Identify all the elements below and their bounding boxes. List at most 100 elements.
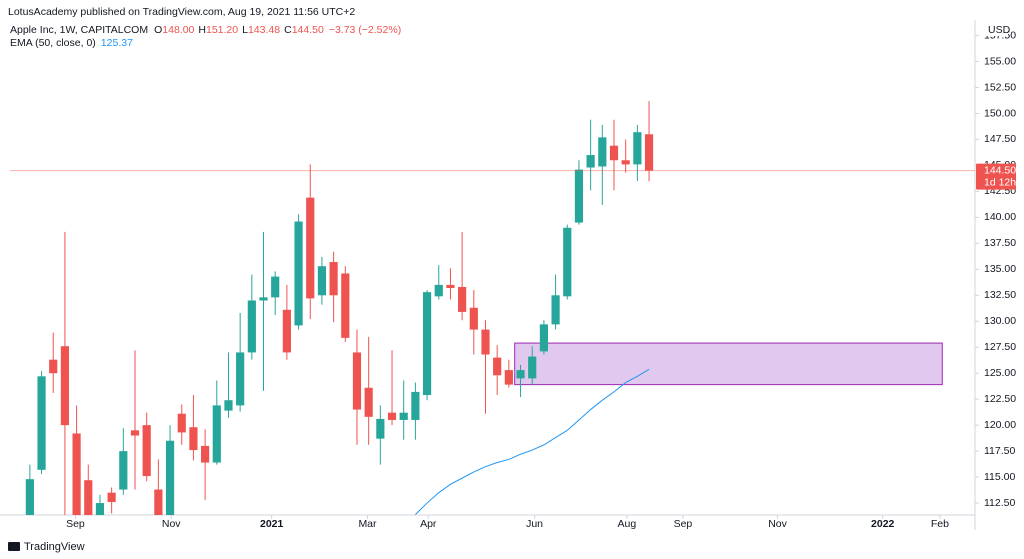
candle-body: [411, 391, 420, 420]
candle-body: [317, 266, 327, 296]
y-tick-label: 152.50: [984, 81, 1016, 93]
y-tick-label: 122.50: [984, 393, 1016, 405]
y-tick-label: 117.50: [984, 445, 1015, 457]
ohlc-value: 144.50: [292, 24, 324, 36]
currency-box: [984, 22, 1008, 36]
candle-body: [142, 425, 151, 477]
candle-body: [84, 480, 93, 515]
candle-body: [551, 295, 560, 325]
candle-body: [271, 276, 280, 298]
symbol-legend: Apple Inc, 1W, CAPITALCOM O148.00 H151.20 L…: [10, 24, 401, 36]
candle-body: [49, 359, 58, 374]
candle-body: [224, 400, 233, 411]
candle-body: [107, 492, 116, 503]
ohlc-prefix: H: [198, 24, 206, 36]
candle-body: [189, 427, 198, 451]
publish-header: LotusAcademy published on TradingView.co…: [8, 6, 355, 18]
ohlc-value: 148.00: [162, 24, 194, 36]
ohlc-prefix: C: [284, 24, 292, 36]
demand-zone: [514, 342, 943, 386]
y-tick-label: 140.00: [984, 211, 1016, 223]
candle-body: [247, 300, 256, 353]
candle-body: [376, 418, 385, 439]
y-tick-label: 120.00: [984, 419, 1016, 431]
candle-body: [469, 307, 478, 330]
candle-body: [119, 451, 128, 490]
last-price-tag: [976, 163, 1016, 190]
last-price-label: 144.50: [984, 164, 1016, 176]
y-tick-label: 150.00: [984, 107, 1016, 119]
candle-body: [329, 262, 338, 296]
ema-value: 125.37: [101, 37, 133, 49]
candle-body: [341, 273, 350, 338]
y-tick-label: 115.00: [984, 471, 1015, 483]
x-tick-label: 2021: [260, 518, 284, 530]
candle-body: [60, 346, 69, 426]
candle-body: [458, 286, 467, 312]
candle-body: [528, 356, 537, 379]
candle-body: [539, 324, 548, 352]
x-tick-label: Apr: [420, 518, 437, 530]
brand-name: TradingView: [24, 541, 85, 553]
candle-body: [352, 352, 362, 410]
candle-body: [563, 227, 572, 297]
candle-body: [644, 134, 654, 171]
candle-body: [236, 352, 245, 406]
candle-body: [422, 292, 432, 396]
ohlc-prefix: O: [154, 24, 162, 36]
y-tick-label: 112.50: [984, 497, 1015, 509]
ema-line: [415, 368, 650, 515]
x-tick-label: 2022: [871, 518, 895, 530]
candle-body: [259, 297, 268, 301]
y-tick-label: 127.50: [984, 341, 1016, 353]
x-tick-label: Sep: [674, 518, 693, 530]
candle-body: [516, 370, 525, 379]
y-tick-label: 155.00: [984, 55, 1016, 67]
candle-body: [37, 376, 46, 470]
candle-body: [586, 155, 595, 168]
candle-body: [25, 479, 34, 515]
candle-body: [504, 370, 513, 385]
candle-body: [282, 309, 291, 353]
y-tick-label: 130.00: [984, 315, 1016, 327]
candle-body: [72, 433, 81, 515]
candle-body: [434, 284, 443, 297]
candle-body: [306, 197, 315, 299]
y-tick-label: 125.00: [984, 367, 1016, 379]
plot-area: [25, 101, 943, 515]
ohlc-value: 151.20: [206, 24, 238, 36]
candle-body: [294, 221, 303, 326]
y-tick-label: 137.50: [984, 237, 1016, 249]
candle-body: [598, 137, 607, 167]
x-tick-label: Feb: [931, 518, 949, 530]
x-tick-label: Mar: [358, 518, 377, 530]
candle-body: [481, 329, 490, 355]
candle-body: [387, 412, 397, 420]
candle-body: [574, 169, 584, 223]
candle-body: [609, 145, 619, 161]
candle-body: [633, 132, 642, 165]
brand: TradingView: [8, 541, 85, 553]
candle-body: [165, 440, 175, 515]
candle-body: [621, 160, 630, 165]
x-tick-label: Jun: [526, 518, 543, 530]
x-tick-label: Aug: [618, 518, 637, 530]
y-tick-label: 147.50: [984, 133, 1016, 145]
candle-body: [95, 503, 105, 515]
candle-body: [364, 387, 373, 417]
ema-legend: EMA (50, close, 0) 125.37: [10, 37, 133, 49]
brand-logo: [8, 542, 20, 551]
currency-label: USD: [988, 24, 1011, 36]
symbol-name: Apple Inc, 1W, CAPITALCOM: [10, 24, 148, 36]
y-tick-label: 132.50: [984, 289, 1016, 301]
candle-body: [154, 489, 163, 515]
ema-name: EMA (50, close, 0): [10, 37, 96, 49]
candle-body: [446, 284, 455, 289]
candle-body: [399, 412, 408, 420]
change-value: −3.73 (−2.52%): [329, 24, 401, 36]
candle-body: [212, 405, 221, 463]
candle-body: [130, 430, 140, 436]
candle-body: [493, 357, 502, 376]
candle-body: [177, 413, 186, 433]
